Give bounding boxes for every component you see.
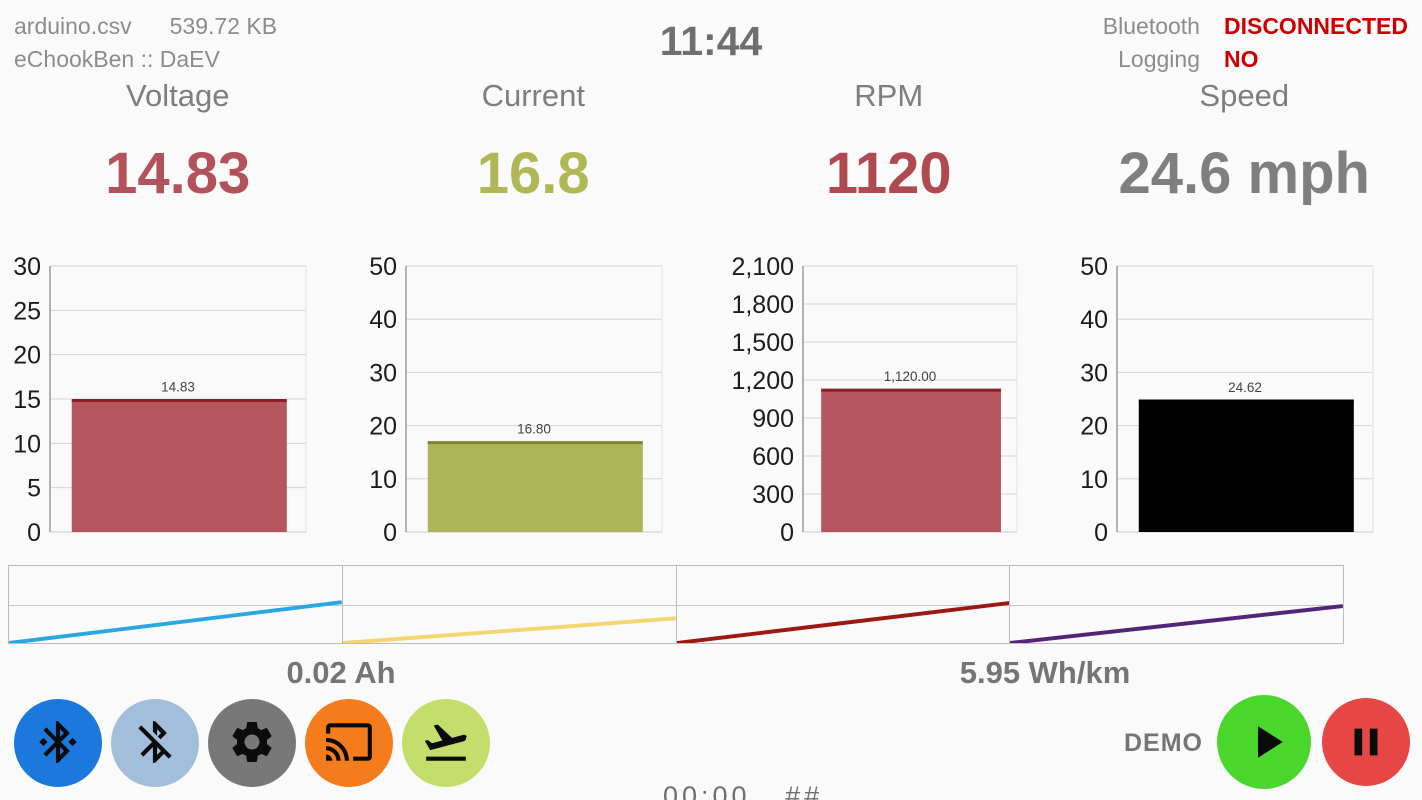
svg-text:10: 10 [369, 466, 397, 494]
bar-charts-row: 0 5 10 15 20 25 30 14.83 0 10 20 30 40 50 16.80 0 300 6… [0, 248, 1422, 546]
svg-text:10: 10 [1080, 466, 1108, 494]
svg-text:20: 20 [13, 342, 41, 370]
svg-text:2,100: 2,100 [731, 253, 794, 281]
svg-text:14.83: 14.83 [161, 380, 195, 395]
current-value: 16.8 [476, 141, 590, 206]
svg-text:50: 50 [369, 253, 397, 281]
svg-text:1,120.00: 1,120.00 [884, 369, 937, 384]
sparkline-midline [676, 604, 1010, 606]
demo-mode-label: DEMO [1124, 729, 1203, 757]
svg-text:40: 40 [369, 306, 397, 334]
logging-label: Logging [1118, 46, 1200, 72]
left-button-group [14, 699, 490, 787]
svg-text:1,200: 1,200 [731, 367, 794, 395]
svg-text:16.80: 16.80 [517, 422, 551, 437]
svg-text:24.62: 24.62 [1228, 380, 1262, 395]
amp-hours-total: 0.02 Ah [286, 655, 396, 690]
speed-title: Speed [1199, 78, 1290, 113]
bluetooth-status: DISCONNECTED [1223, 13, 1408, 39]
voltage-bar-chart: 0 5 10 15 20 25 30 14.83 [0, 248, 356, 546]
svg-text:300: 300 [752, 481, 794, 509]
svg-text:0: 0 [1094, 519, 1108, 546]
sparkline-midline [342, 604, 676, 606]
svg-text:0: 0 [27, 519, 41, 546]
svg-text:900: 900 [752, 405, 794, 433]
metric-panels: Voltage 14.83 Current 16.8 RPM 1120 Spee… [0, 78, 1422, 206]
speed-bar-chart: 0 10 20 30 40 50 24.62 [1067, 248, 1422, 546]
svg-text:15: 15 [13, 386, 41, 414]
connection-status: Bluetooth DISCONNECTED Logging NO [1103, 10, 1408, 76]
current-title: Current [481, 78, 585, 113]
log-file-info: arduino.csv 539.72 KB eChookBen :: DaEV [14, 10, 277, 76]
voltage-value: 14.83 [105, 141, 251, 206]
svg-text:30: 30 [13, 253, 41, 281]
svg-text:50: 50 [1080, 253, 1108, 281]
race-timer-line1: 00:00 ## [663, 781, 824, 800]
rpm-value: 1120 [825, 141, 952, 206]
svg-text:0: 0 [383, 519, 397, 546]
svg-text:1,800: 1,800 [731, 291, 794, 319]
bluetooth-connect-button[interactable] [14, 699, 102, 787]
device-name: eChookBen :: DaEV [14, 46, 220, 72]
play-icon [1258, 726, 1283, 758]
settings-button[interactable] [208, 699, 296, 787]
svg-text:10: 10 [13, 430, 41, 458]
panel-speed: Speed 24.6 mph [1067, 78, 1422, 206]
flight-takeoff-icon [421, 717, 471, 770]
rpm-title: RPM [854, 78, 924, 113]
sparkline-midline [9, 604, 342, 606]
voltage-title: Voltage [126, 78, 230, 113]
cast-button[interactable] [305, 699, 393, 787]
svg-text:600: 600 [752, 443, 794, 471]
flight-mode-button[interactable] [402, 699, 490, 787]
svg-text:30: 30 [1080, 359, 1108, 387]
play-button[interactable] [1217, 695, 1311, 789]
bluetooth-disconnect-button[interactable] [111, 699, 199, 787]
svg-text:40: 40 [1080, 306, 1108, 334]
cast-icon [324, 717, 374, 770]
voltage-sparkline [8, 565, 343, 644]
svg-text:30: 30 [369, 359, 397, 387]
svg-text:20: 20 [369, 413, 397, 441]
rpm-bar-chart: 0 300 600 900 1,200 1,500 1,800 2,100 1,120.00 [711, 248, 1067, 546]
panel-current: Current 16.8 [356, 78, 712, 206]
log-file-name: arduino.csv [14, 13, 132, 39]
pause-button[interactable] [1322, 698, 1410, 786]
bluetooth-label: Bluetooth [1102, 13, 1200, 39]
sparkline-midline [1010, 604, 1343, 606]
current-sparkline [341, 565, 677, 644]
bluetooth-connected-icon [33, 717, 83, 770]
svg-text:1,500: 1,500 [731, 329, 794, 357]
panel-voltage: Voltage 14.83 [0, 78, 356, 206]
speed-sparkline [1009, 565, 1344, 644]
panel-rpm: RPM 1120 [711, 78, 1067, 206]
rpm-sparkline [675, 565, 1011, 644]
race-timer: 00:00 ## ##:## [663, 696, 823, 800]
svg-text:20: 20 [1080, 413, 1108, 441]
bluetooth-disabled-icon [130, 717, 180, 770]
speed-value: 24.6 mph [1118, 141, 1370, 206]
svg-text:25: 25 [13, 297, 41, 325]
current-bar-chart: 0 10 20 30 40 50 16.80 [356, 248, 712, 546]
history-sparklines-row [8, 565, 1344, 644]
logging-status: NO [1223, 46, 1259, 72]
efficiency-total: 5.95 Wh/km [959, 655, 1131, 690]
pause-icon [1354, 728, 1378, 756]
svg-text:0: 0 [780, 519, 794, 546]
svg-text:5: 5 [27, 475, 41, 503]
clock: 11:44 [659, 18, 763, 64]
gear-icon [227, 717, 277, 770]
log-file-size: 539.72 KB [169, 13, 278, 39]
